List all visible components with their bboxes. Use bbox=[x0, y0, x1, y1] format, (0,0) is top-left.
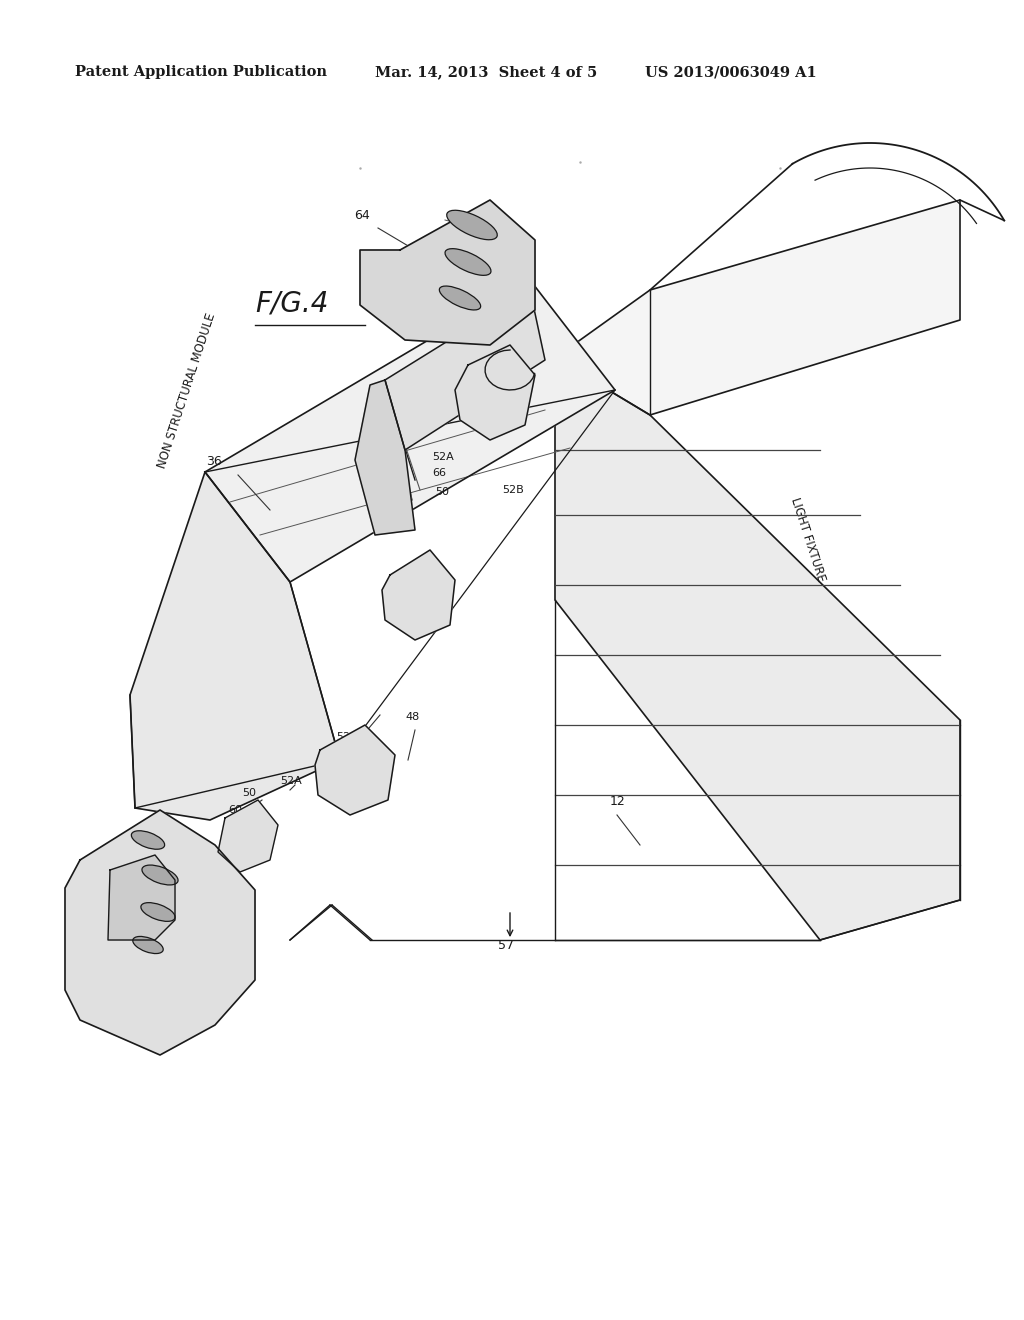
Text: Patent Application Publication: Patent Application Publication bbox=[75, 65, 327, 79]
Text: 66: 66 bbox=[432, 469, 446, 478]
Text: 52B: 52B bbox=[465, 414, 486, 424]
Polygon shape bbox=[455, 345, 535, 440]
Polygon shape bbox=[385, 290, 545, 450]
Text: NON STRUCTURAL MODULE: NON STRUCTURAL MODULE bbox=[156, 312, 218, 470]
Text: Mar. 14, 2013  Sheet 4 of 5: Mar. 14, 2013 Sheet 4 of 5 bbox=[375, 65, 597, 79]
Polygon shape bbox=[130, 473, 340, 820]
Ellipse shape bbox=[141, 903, 175, 921]
Polygon shape bbox=[65, 810, 255, 1055]
Text: 52A: 52A bbox=[280, 776, 302, 785]
Polygon shape bbox=[205, 280, 615, 582]
Polygon shape bbox=[555, 358, 961, 940]
Text: 58: 58 bbox=[86, 869, 100, 878]
Ellipse shape bbox=[142, 865, 178, 884]
Text: LIGHT FIXTURE: LIGHT FIXTURE bbox=[788, 496, 827, 583]
Ellipse shape bbox=[439, 286, 480, 310]
Text: 63: 63 bbox=[151, 1038, 165, 1048]
Ellipse shape bbox=[133, 936, 163, 953]
Polygon shape bbox=[360, 201, 535, 345]
Polygon shape bbox=[218, 800, 278, 873]
Text: 64: 64 bbox=[354, 209, 370, 222]
Text: 52B: 52B bbox=[502, 484, 523, 495]
Text: 52A: 52A bbox=[432, 451, 454, 462]
Polygon shape bbox=[555, 201, 961, 414]
Polygon shape bbox=[108, 855, 175, 940]
Text: 48: 48 bbox=[406, 711, 419, 722]
Text: 36: 36 bbox=[206, 455, 222, 469]
Polygon shape bbox=[315, 725, 395, 814]
Polygon shape bbox=[382, 550, 455, 640]
Text: 52B: 52B bbox=[336, 733, 357, 742]
Text: 12: 12 bbox=[610, 795, 626, 808]
Ellipse shape bbox=[446, 210, 498, 240]
Text: US 2013/0063049 A1: US 2013/0063049 A1 bbox=[645, 65, 817, 79]
Text: 50: 50 bbox=[242, 788, 256, 799]
Text: 60: 60 bbox=[228, 805, 242, 814]
Ellipse shape bbox=[131, 830, 165, 849]
Text: 57: 57 bbox=[498, 939, 514, 952]
Polygon shape bbox=[355, 380, 415, 535]
Text: F/G.4: F/G.4 bbox=[255, 290, 329, 318]
Text: 50: 50 bbox=[435, 487, 449, 498]
Ellipse shape bbox=[445, 248, 490, 276]
